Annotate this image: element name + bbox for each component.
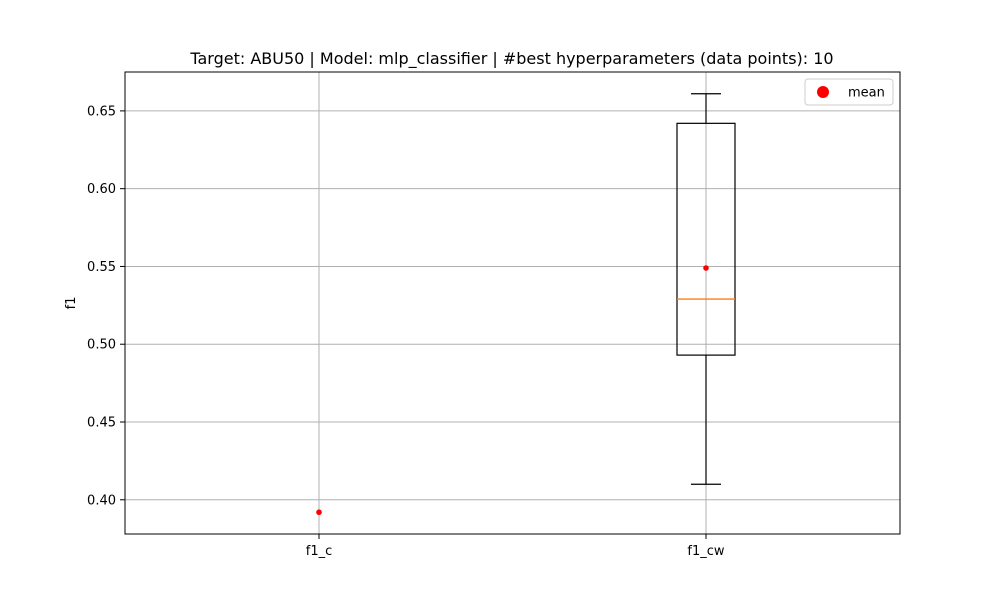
chart-title: Target: ABU50 | Model: mlp_classifier | … (189, 49, 833, 69)
y-tick-label: 0.40 (87, 493, 116, 508)
plot-marks (316, 93, 736, 516)
y-tick-label: 0.55 (87, 260, 116, 275)
y-tick-label: 0.45 (87, 416, 116, 431)
legend: mean (804, 78, 894, 106)
mean-marker (316, 509, 322, 516)
y-axis-label: f1 (64, 297, 79, 310)
plot-frame (124, 71, 901, 535)
axis-ticks: 0.40 0.45 0.50 0.55 0.60 0.65 f1_c f1_cw (87, 104, 725, 559)
grid-lines (125, 72, 900, 534)
x-tick-label: f1_c (306, 544, 333, 559)
y-tick-label: 0.60 (87, 182, 116, 197)
iqr-box (676, 122, 736, 356)
mean-marker (703, 265, 709, 271)
legend-frame (804, 78, 894, 106)
y-tick-label: 0.50 (87, 338, 116, 353)
x-tick-label: f1_cw (687, 544, 724, 559)
legend-mean-marker (817, 86, 829, 98)
y-tick-label: 0.65 (87, 104, 116, 119)
legend-mean-label: mean (848, 86, 885, 101)
